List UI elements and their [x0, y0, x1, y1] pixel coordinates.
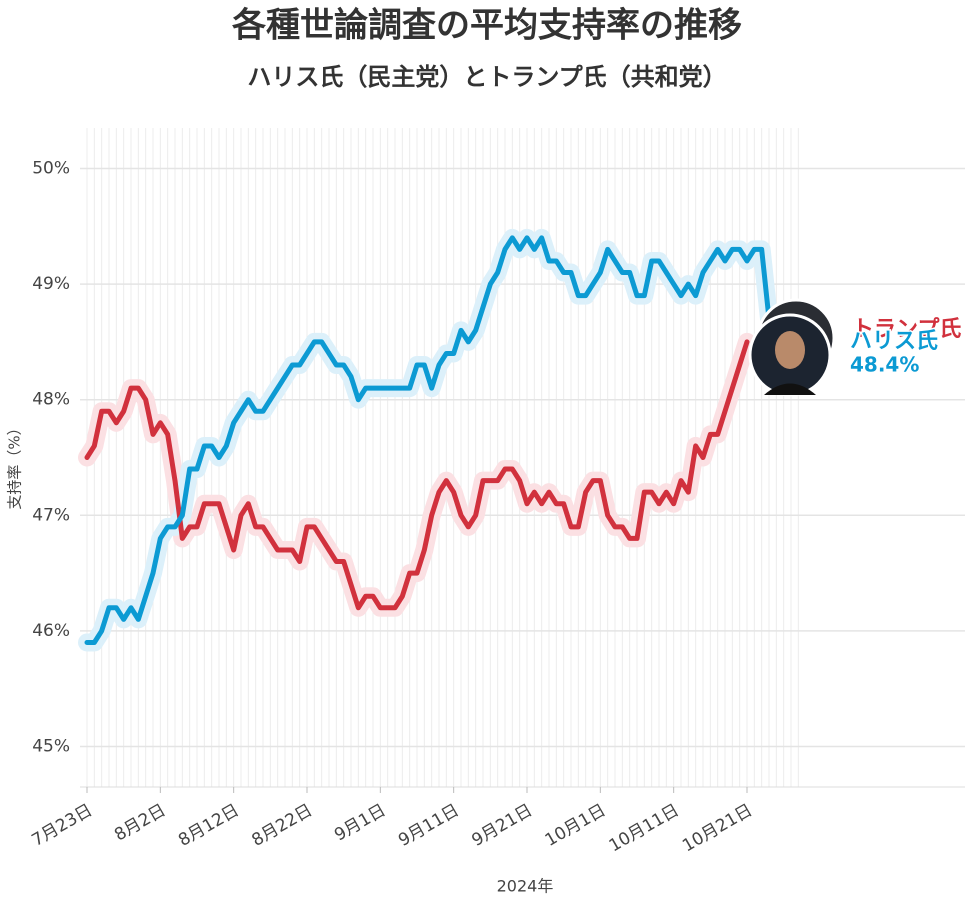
y-tick-label: 45%	[32, 737, 70, 757]
x-tick-label: 9月11日	[395, 800, 463, 851]
series-line	[84, 339, 750, 611]
x-tick-label: 8月2日	[111, 800, 169, 845]
series-line	[84, 235, 779, 645]
y-tick-label: 50%	[32, 158, 70, 178]
end-value-label: 48.4%	[850, 353, 919, 377]
x-tick-label: 10月1日	[542, 800, 610, 851]
y-tick-label: 46%	[32, 621, 70, 641]
x-tick-label: 9月21日	[468, 800, 536, 851]
x-tick-label: 10月21日	[679, 800, 756, 856]
x-tick-label: 9月1日	[331, 800, 389, 845]
legend-label: ハリス氏	[850, 329, 938, 354]
x-tick-label: 8月12日	[175, 800, 243, 851]
x-tick-label: 8月22日	[248, 800, 316, 851]
y-axis-label: 支持率（%）	[6, 420, 24, 509]
chart-title: 各種世論調査の平均支持率の推移	[232, 6, 742, 46]
chart-subtitle: ハリス氏（民主党）とトランプ氏（共和党）	[247, 63, 726, 91]
legend-label: トランプ氏	[852, 317, 961, 342]
photo-face	[775, 331, 805, 369]
candidate-photos	[748, 298, 836, 397]
y-tick-label: 48%	[32, 390, 70, 410]
photo-body	[764, 383, 816, 395]
x-tick-label: 7月23日	[28, 800, 96, 851]
x-axis-label: 2024年	[497, 877, 554, 896]
y-tick-label: 49%	[32, 274, 70, 294]
y-tick-label: 47%	[32, 505, 70, 525]
x-tick-label: 10月11日	[606, 800, 683, 856]
